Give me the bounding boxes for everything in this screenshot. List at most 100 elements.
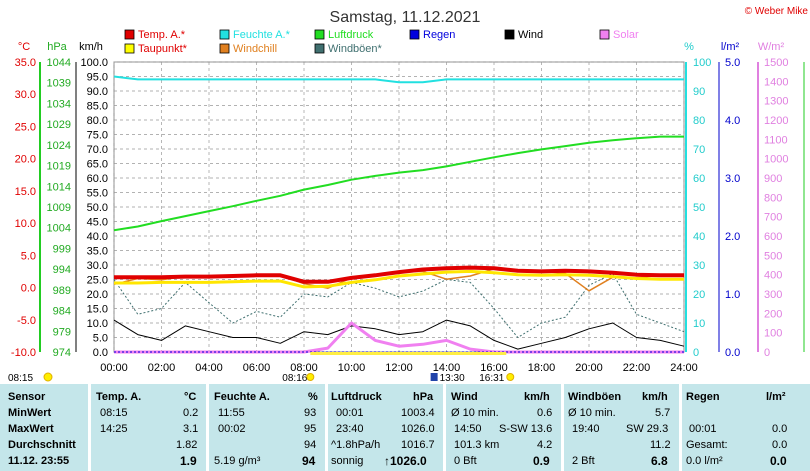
pct-tick-label: 20 <box>693 289 705 301</box>
series-solar <box>114 321 684 354</box>
press-max-time: 23:40 <box>336 423 364 435</box>
wind-head: Wind <box>451 391 478 403</box>
kmh-tick-label: 20.0 <box>87 289 108 301</box>
temp-tick-label: 5.0 <box>21 250 36 262</box>
sensor-head: Sensor <box>8 391 46 403</box>
temp-tick-label: 30.0 <box>15 89 36 101</box>
sunrise-time: 08:16 <box>282 373 307 384</box>
temp-min-time: 08:15 <box>100 407 128 419</box>
x-tick-label: 06:00 <box>243 362 271 374</box>
solar-tick-label: 200 <box>764 308 782 320</box>
solar-tick-label: 800 <box>764 192 782 204</box>
kmh-tick-label: 70.0 <box>87 144 108 156</box>
legend-label: Luftdruck <box>328 29 374 41</box>
temp-now: 1.9 <box>180 454 197 468</box>
solar-tick-label: 700 <box>764 212 782 224</box>
wind-distance: 101.3 km <box>454 439 500 451</box>
sun-icon <box>43 372 53 382</box>
wind-min-val: 0.6 <box>537 407 553 419</box>
rain-total: 0.0 <box>772 439 788 451</box>
hum-min-time: 11:55 <box>218 407 245 419</box>
solar-tick-label: 1300 <box>764 96 788 108</box>
gust-max-time: 19:40 <box>572 423 600 435</box>
kmh-tick-label: 55.0 <box>87 188 108 200</box>
kmh-tick-label: 65.0 <box>87 159 108 171</box>
solar-tick-label: 500 <box>764 250 782 262</box>
hpa-tick-label: 1044 <box>47 57 71 69</box>
gust-now: 6.8 <box>651 454 668 468</box>
solar-tick-label: 1200 <box>764 115 788 127</box>
kmh-tick-label: 0.0 <box>93 347 108 359</box>
legend-label: Windböen* <box>328 43 383 55</box>
press-now: ↑1026.0 <box>384 454 427 468</box>
hpa-tick-label: 974 <box>53 347 71 359</box>
now-row-label: 11.12. 23:55 <box>8 455 70 467</box>
stats-table: Sensor MinWert MaxWert Durchschnitt 11.1… <box>0 384 810 471</box>
temp-tick-label: 35.0 <box>15 57 36 69</box>
legend-label: Wind <box>518 29 543 41</box>
gust-min-label: Ø 10 min. <box>568 407 616 419</box>
rain-unit: l/m² <box>721 41 740 53</box>
kmh-unit: km/h <box>79 41 103 53</box>
sunset-icon <box>506 373 515 381</box>
temp-tick-label: 15.0 <box>15 186 36 198</box>
pct-tick-label: 40 <box>693 231 705 243</box>
hpa-tick-label: 979 <box>53 326 71 338</box>
kmh-tick-label: 25.0 <box>87 275 108 287</box>
x-tick-label: 10:00 <box>338 362 366 374</box>
noon-time: 13:30 <box>440 373 465 384</box>
rain-now-extra: 0.0 l/m² <box>686 455 723 467</box>
hum-unit: % <box>308 391 318 403</box>
legend-label: Temp. A.* <box>138 29 186 41</box>
rain-tick-label: 1.0 <box>725 289 740 301</box>
rain-head: Regen <box>686 391 720 403</box>
temp-tick-label: 0.0 <box>21 283 36 295</box>
x-tick-label: 18:00 <box>528 362 556 374</box>
pct-tick-label: 50 <box>693 202 705 214</box>
press-unit: hPa <box>413 391 434 403</box>
wind-max-time: 14:50 <box>454 423 482 435</box>
solar-tick-label: 400 <box>764 270 782 282</box>
pct-tick-label: 80 <box>693 115 705 127</box>
temp-tick-label: 20.0 <box>15 154 36 166</box>
gust-avg: 11.2 <box>650 439 671 451</box>
solar-tick-label: 1400 <box>764 76 788 88</box>
press-avg: 1016.7 <box>401 439 435 451</box>
wind-bft: 0 Bft <box>454 455 477 467</box>
press-min-time: 00:01 <box>336 407 364 419</box>
kmh-tick-label: 15.0 <box>87 304 108 316</box>
pct-tick-label: 10 <box>693 318 705 330</box>
solar-tick-label: 1100 <box>764 134 788 146</box>
legend-label: Windchill <box>233 43 277 55</box>
gust-max-dir: SW 29.3 <box>626 423 669 435</box>
weather-chart: Samstag, 11.12.2021 © Weber Mike Temp. A.*… <box>8 6 808 384</box>
sunrise-icon <box>306 373 315 381</box>
temp-unit: °C <box>184 391 197 403</box>
pct-tick-label: 60 <box>693 173 705 185</box>
sunrise-left-time: 08:15 <box>8 373 33 384</box>
x-tick-label: 08:00 <box>290 362 318 374</box>
legend-label: Regen <box>423 29 455 41</box>
pct-tick-label: 70 <box>693 144 705 156</box>
x-tick-label: 14:00 <box>433 362 461 374</box>
temp-tick-label: 25.0 <box>15 121 36 133</box>
min-row-label: MinWert <box>8 407 52 419</box>
rain-tick-label: 3.0 <box>725 173 740 185</box>
solar-tick-label: 900 <box>764 173 782 185</box>
wind-now: 0.9 <box>533 454 550 468</box>
hum-head: Feuchte A. <box>214 391 270 403</box>
rain-max-time: 00:01 <box>689 423 717 435</box>
temp-head: Temp. A. <box>96 391 142 403</box>
pct-tick-label: 90 <box>693 86 705 98</box>
solar-tick-label: 100 <box>764 328 782 340</box>
kmh-tick-label: 75.0 <box>87 130 108 142</box>
chart-title: Samstag, 11.12.2021 <box>330 9 481 26</box>
kmh-tick-label: 95.0 <box>87 72 108 84</box>
x-tick-label: 00:00 <box>100 362 128 374</box>
legend-swatch <box>314 29 325 40</box>
solar-tick-label: 0 <box>764 347 770 359</box>
legend-swatch <box>219 29 230 40</box>
press-trend: ^1.8hPa/h <box>331 439 381 451</box>
legend-label: Taupunkt* <box>138 43 188 55</box>
hpa-tick-label: 999 <box>53 243 71 255</box>
